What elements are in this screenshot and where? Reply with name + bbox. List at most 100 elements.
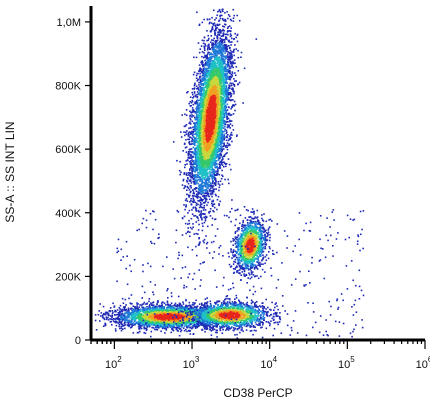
data-point (223, 137, 226, 139)
data-point (220, 125, 222, 128)
data-point (187, 182, 190, 185)
data-point (198, 125, 201, 127)
data-point (218, 10, 221, 12)
data-point (235, 36, 237, 39)
data-point (218, 115, 221, 118)
data-point (227, 26, 230, 28)
data-point (207, 146, 210, 148)
data-point (210, 74, 213, 77)
data-point (192, 160, 194, 163)
data-point (200, 119, 203, 122)
data-point (203, 238, 206, 241)
data-point (187, 177, 189, 179)
data-point (211, 44, 213, 46)
data-point (223, 26, 226, 28)
data-point (229, 33, 232, 35)
data-point (191, 120, 194, 123)
data-point (235, 135, 238, 137)
data-point (231, 72, 234, 75)
data-point (192, 226, 194, 228)
data-point (226, 70, 228, 73)
data-point (216, 47, 218, 49)
data-point (193, 139, 196, 141)
data-point (214, 178, 217, 180)
data-point (222, 131, 224, 133)
data-point (202, 131, 204, 134)
data-point (211, 55, 214, 58)
data-point (195, 194, 198, 196)
data-point (204, 103, 207, 106)
data-point (234, 74, 237, 77)
data-point (195, 202, 198, 205)
data-point (218, 107, 220, 109)
data-point (205, 55, 207, 57)
data-point (214, 57, 216, 60)
data-point (198, 206, 201, 209)
data-point (204, 189, 206, 191)
data-point (219, 152, 222, 155)
data-point (204, 177, 206, 180)
data-point (196, 128, 199, 131)
data-point (199, 114, 201, 117)
data-point (200, 132, 202, 135)
data-point (209, 21, 211, 24)
data-point (227, 53, 229, 55)
data-point (194, 102, 196, 105)
data-point (226, 146, 228, 148)
data-point (185, 204, 187, 206)
data-point (205, 198, 207, 201)
data-point (210, 53, 213, 55)
data-point (226, 11, 228, 13)
data-point (194, 148, 196, 150)
data-point (210, 153, 213, 156)
data-point (185, 133, 188, 135)
data-point (213, 82, 216, 84)
data-point (207, 183, 209, 185)
data-point (192, 206, 195, 209)
data-point (225, 121, 228, 123)
data-point (212, 203, 215, 206)
data-point (198, 175, 200, 178)
data-point (227, 97, 230, 99)
data-point (213, 24, 215, 26)
data-point (208, 178, 211, 181)
data-point (233, 85, 236, 87)
data-point (225, 38, 228, 40)
data-point (193, 136, 196, 139)
data-point (193, 183, 196, 185)
data-point (201, 222, 204, 225)
data-point (199, 117, 201, 120)
data-point (202, 225, 204, 227)
data-point (222, 113, 225, 116)
data-point (221, 102, 224, 104)
data-point (193, 84, 196, 87)
data-point (204, 63, 207, 65)
data-point (215, 56, 217, 59)
data-point (208, 148, 210, 151)
data-point (211, 200, 213, 203)
data-point (190, 203, 193, 205)
data-point (221, 127, 223, 130)
data-point (180, 136, 183, 138)
data-point (223, 138, 225, 141)
data-point (206, 225, 209, 228)
data-point (189, 169, 191, 171)
data-point (214, 32, 217, 35)
data-point (199, 89, 202, 91)
data-point (210, 187, 212, 190)
data-point (199, 176, 202, 179)
data-point (188, 127, 190, 130)
data-point (226, 126, 229, 128)
data-point (190, 182, 193, 184)
data-point (204, 209, 207, 211)
data-point (213, 72, 215, 75)
data-point (209, 140, 211, 143)
data-point (208, 80, 211, 83)
data-point (227, 95, 229, 98)
data-point (199, 102, 201, 104)
data-point (205, 114, 208, 116)
data-point (189, 168, 191, 170)
data-point (190, 155, 192, 157)
data-point (226, 118, 229, 120)
data-point (229, 60, 231, 63)
